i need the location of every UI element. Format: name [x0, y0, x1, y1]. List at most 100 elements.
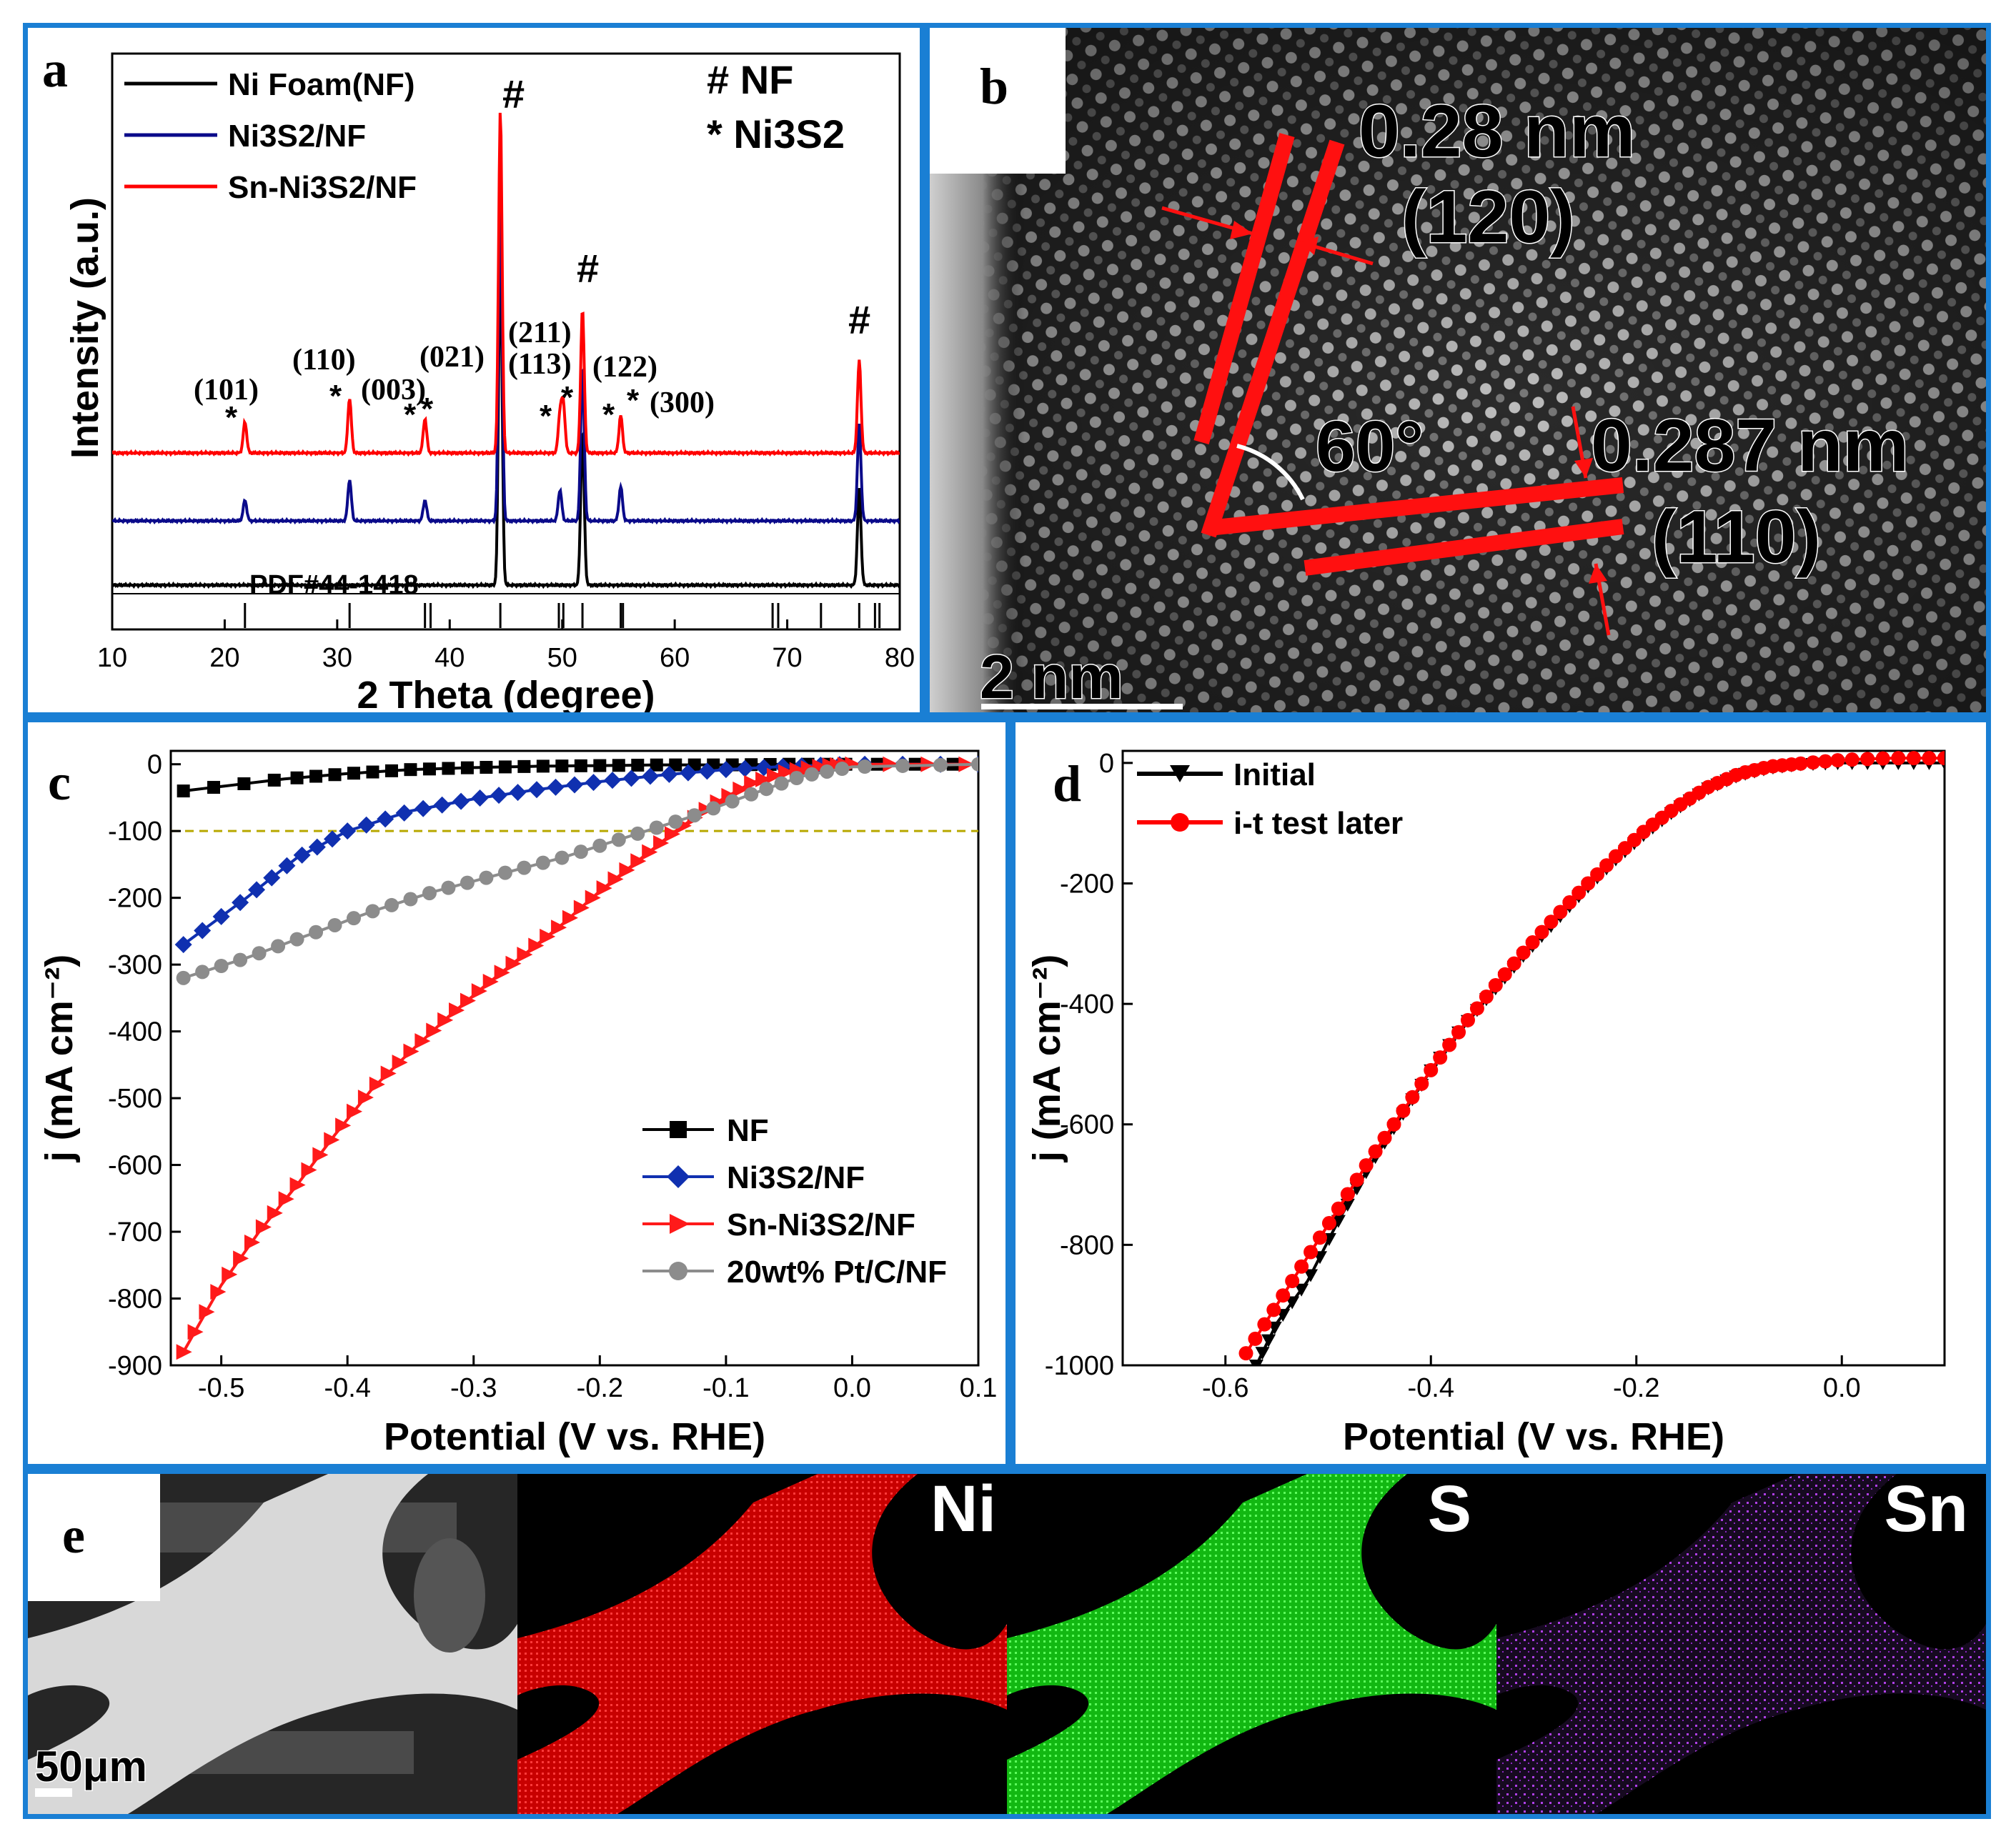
xrd-chart: 10 20 30 40 50 60 70 80 a Ni Foam(NF) Ni3S2/NF … — [42, 41, 915, 712]
marker-c-sn-ni3s2-nf — [585, 889, 601, 906]
marker-d-i-t-test-later — [1590, 867, 1605, 882]
x-tick-label: 20 — [209, 643, 239, 673]
marker-c-sn-ni3s2-nf — [324, 1132, 340, 1148]
marker-c-ni3s2-nf — [293, 846, 311, 864]
marker-c-20wt-pt-c-nf — [233, 952, 248, 967]
marker-c-sn-ni3s2-nf — [233, 1250, 249, 1267]
legend-marker-ptc — [669, 1262, 687, 1280]
edge-overlay — [930, 28, 1986, 712]
marker-d-i-t-test-later — [1321, 1216, 1336, 1231]
marker-c-sn-ni3s2-nf — [403, 1043, 419, 1060]
marker-d-i-t-test-later — [1442, 1037, 1457, 1052]
y-tick-label: -100 — [108, 817, 162, 847]
lsv-d-ylabel: j (mA cm⁻²) — [1026, 955, 1068, 1163]
hkl-101: (101) — [194, 374, 259, 407]
scale-label-e: 50μm — [35, 1743, 147, 1790]
marker-c-20wt-pt-c-nf — [725, 794, 740, 809]
x-tick-label: -0.2 — [1613, 1373, 1659, 1403]
marker-c-sn-ni3s2-nf — [540, 928, 556, 945]
marker-c-ni3s2-nf — [452, 792, 470, 810]
marker-d-i-t-test-later — [1294, 1259, 1309, 1274]
marker-c-ni3s2-nf — [174, 936, 192, 954]
marker-c-20wt-pt-c-nf — [422, 886, 437, 901]
x-tick-label: 0.0 — [833, 1373, 871, 1403]
marker-c-ni3s2-nf — [509, 784, 527, 802]
fringe-line-120-b — [1201, 139, 1345, 538]
marker-key-ni3s2: * Ni3S2 — [707, 111, 845, 156]
y-tick-label: 0 — [147, 750, 162, 780]
xrd-ylabel: Intensity (a.u.) — [64, 197, 106, 459]
sem-image: e 50μm — [28, 1474, 517, 1814]
panel-c-lsv: -0.5 -0.4 -0.3 -0.2 -0.1 0.0 0.1 0 -100 -200 -300 -… — [23, 717, 1011, 1469]
x-tick-label: 30 — [322, 643, 352, 673]
y-tick-label: -600 — [1060, 1110, 1114, 1140]
sem-pore — [414, 1538, 485, 1653]
marker-d-i-t-test-later — [1860, 752, 1875, 767]
x-tick-label: 40 — [435, 643, 465, 673]
marker-d-i-t-test-later — [1313, 1230, 1327, 1245]
x-tick-label: 80 — [885, 643, 915, 673]
marker-c-ni3s2-nf — [232, 894, 249, 912]
marker-c-sn-ni3s2-nf — [267, 1205, 283, 1221]
marker-c-sn-ni3s2-nf — [482, 973, 499, 990]
marker-c-20wt-pt-c-nf — [271, 939, 286, 954]
marker-d-i-t-test-later — [1937, 751, 1945, 766]
marker-c-ni3s2-nf — [324, 830, 341, 848]
panel-label-b: b — [980, 58, 1008, 115]
marker-c-sn-ni3s2-nf — [380, 1065, 397, 1082]
marker-c-sn-ni3s2-nf — [607, 871, 624, 887]
marker-c-sn-ni3s2-nf — [222, 1266, 238, 1282]
marker-c-ni3s2-nf — [339, 822, 357, 840]
marker-c-sn-ni3s2-nf — [494, 965, 510, 981]
marker-c-sn-ni3s2-nf — [244, 1235, 260, 1250]
fringe-line-110-b — [1304, 519, 1624, 576]
marker-d-i-t-test-later — [1285, 1273, 1300, 1288]
marker-c-sn-ni3s2-nf — [312, 1147, 329, 1163]
marker-d-i-t-test-later — [1830, 753, 1845, 768]
label-box — [28, 1474, 160, 1601]
marker-c-sn-ni3s2-nf — [289, 1177, 306, 1193]
panel-label-a: a — [42, 41, 68, 98]
y-tick-label: -600 — [108, 1151, 162, 1181]
legend-label-initial: Initial — [1233, 757, 1316, 792]
marker-c-20wt-pt-c-nf — [535, 855, 550, 870]
d-spacing-1: 0.28 nm — [1359, 90, 1635, 173]
x-tick-label: 0.1 — [960, 1373, 998, 1403]
marker-c-20wt-pt-c-nf — [804, 767, 819, 782]
legend-marker-ni3s2 — [667, 1165, 690, 1188]
marker-c-20wt-pt-c-nf — [289, 932, 304, 947]
legend-label-ni3s2: Ni3S2/NF — [228, 119, 366, 154]
y-tick-label: -200 — [108, 884, 162, 914]
marker-c-sn-ni3s2-nf — [471, 983, 487, 1000]
marker-c-nf — [536, 759, 550, 773]
angle-label: 60° — [1316, 407, 1424, 487]
y-tick-label: -800 — [108, 1285, 162, 1315]
legend-marker-nf — [670, 1121, 687, 1138]
marker-c-ni3s2-nf — [263, 869, 281, 887]
marker-d-i-t-test-later — [1276, 1288, 1291, 1303]
marker-c-nf — [517, 759, 531, 773]
y-tick-label: -400 — [1060, 990, 1114, 1020]
marker-d-i-t-test-later — [1479, 990, 1494, 1004]
marker-c-20wt-pt-c-nf — [403, 892, 418, 907]
x-tick-label: -0.2 — [577, 1373, 623, 1403]
y-tick-label: -900 — [108, 1351, 162, 1381]
marker-d-i-t-test-later — [1359, 1158, 1374, 1173]
marker-c-sn-ni3s2-nf — [414, 1033, 431, 1050]
marker-d-initial — [1248, 1360, 1263, 1365]
legend-label-sn-ni3s2: Sn-Ni3S2/NF — [228, 170, 417, 205]
legend-label-sn-ni3s2: Sn-Ni3S2/NF — [727, 1207, 915, 1242]
label-box — [930, 28, 1066, 174]
marker-c-ni3s2-nf — [490, 787, 508, 804]
marker-c-20wt-pt-c-nf — [668, 814, 683, 829]
marker-c-20wt-pt-c-nf — [555, 850, 570, 865]
marker-c-sn-ni3s2-nf — [755, 771, 772, 787]
hkl-110: (110) — [292, 344, 356, 377]
asterisk-mark: * — [627, 383, 640, 418]
marker-c-ni3s2-nf — [547, 778, 565, 796]
marker-d-i-t-test-later — [1304, 1245, 1319, 1260]
marker-c-ni3s2-nf — [212, 907, 230, 925]
x-tick-label: 70 — [772, 643, 802, 673]
marker-c-ni3s2-nf — [248, 881, 266, 899]
marker-c-nf — [328, 768, 342, 782]
